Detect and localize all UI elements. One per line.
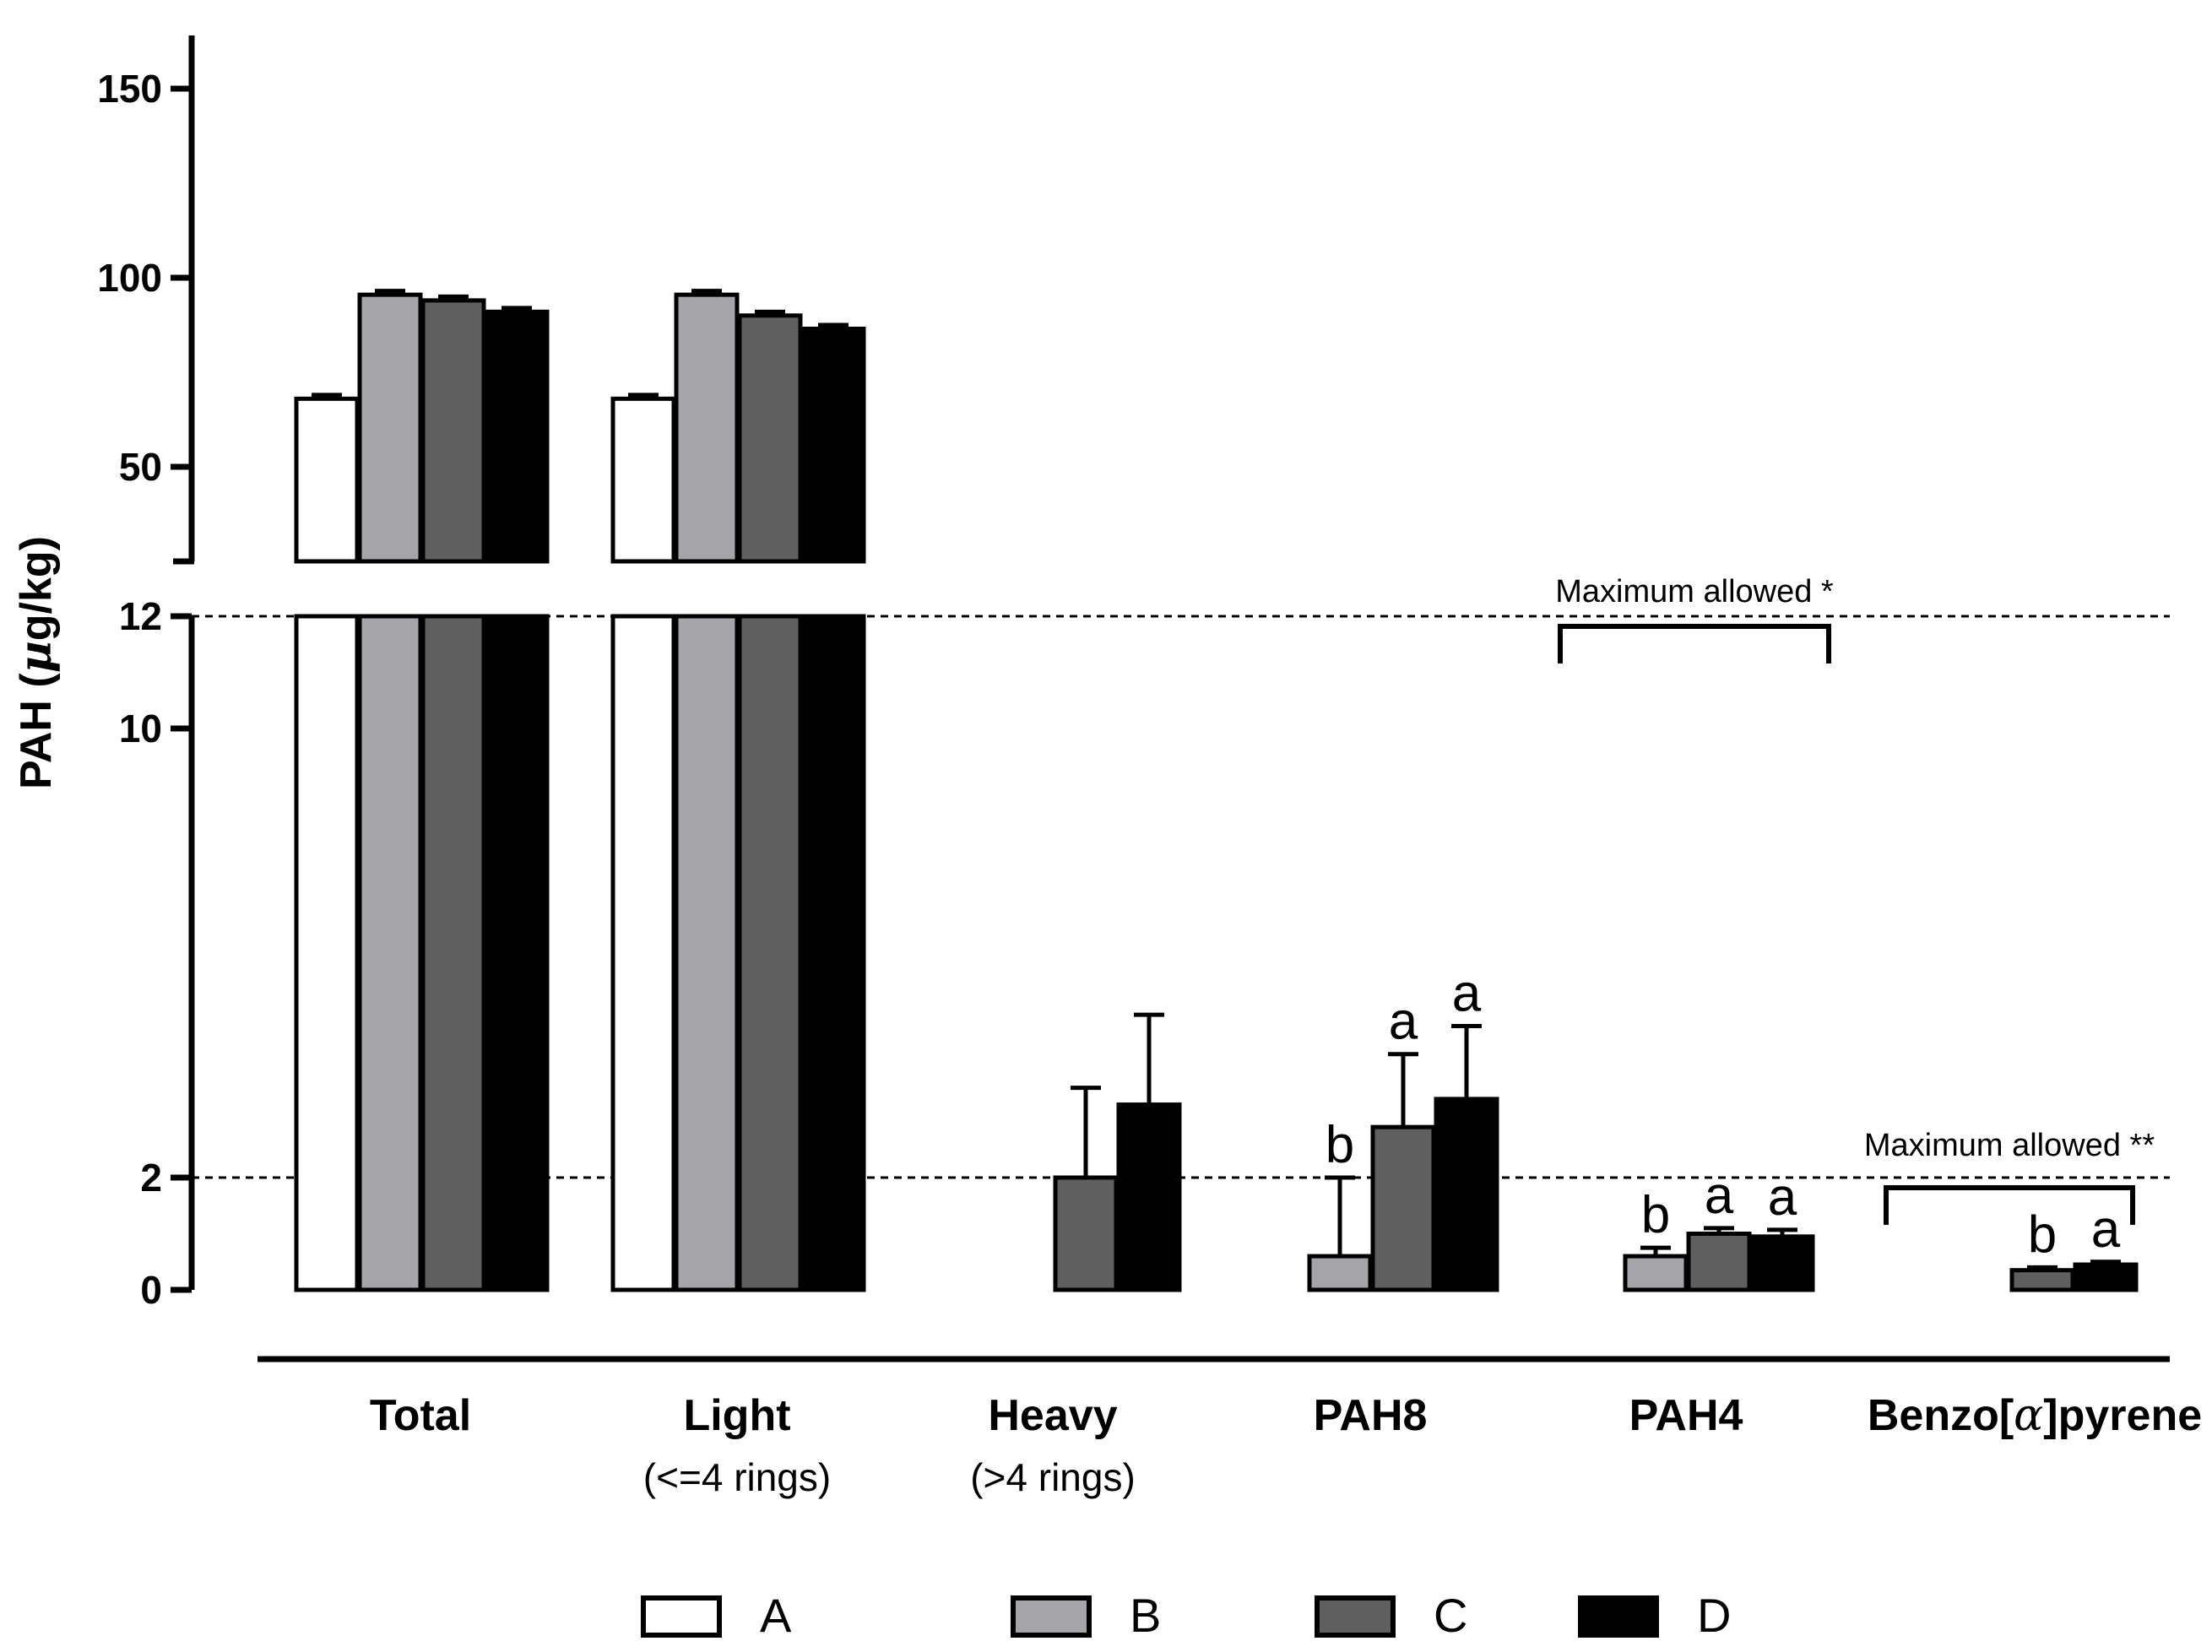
x-label-pah8: PAH8	[1314, 1391, 1428, 1440]
bar-pah4-b	[1623, 1254, 1689, 1292]
legend-label-d: D	[1697, 1589, 1731, 1642]
legend-label-b: B	[1130, 1589, 1161, 1642]
bar-total-d	[484, 309, 550, 564]
y-tick-label-2: 2	[140, 1156, 162, 1200]
significance-letter-pah4-c: a	[1705, 1167, 1734, 1225]
y-tick-label-10: 10	[119, 707, 162, 750]
bar-heavy-c	[1053, 1175, 1119, 1292]
bar-total-c	[420, 298, 486, 564]
reference-label-0: Maximum allowed *	[1555, 574, 1834, 609]
y-tick-label-100: 100	[97, 256, 162, 300]
x-label-part-after: ]pyrene	[2043, 1391, 2202, 1440]
bar-light-b-lower	[674, 614, 740, 1292]
bar-pah8-b	[1307, 1254, 1373, 1292]
bar-light-c	[737, 313, 803, 564]
bar-light-c-lower	[737, 614, 803, 1292]
bar-pah4-d	[1749, 1234, 1815, 1292]
bar-benzo-pyrene-c	[2009, 1268, 2075, 1292]
x-label-part-before: Benzo[	[1868, 1391, 2014, 1440]
x-label-heavy: Heavy	[988, 1391, 1117, 1440]
bar-light-d	[800, 326, 866, 564]
reference-label-1: Maximum allowed **	[1864, 1128, 2155, 1163]
y-tick-label-0: 0	[140, 1268, 162, 1312]
y-tick-label-150: 150	[97, 67, 162, 111]
significance-letter-pah8-c: a	[1389, 993, 1418, 1051]
significance-letter-pah8-b: b	[1326, 1116, 1354, 1174]
bar-heavy-d	[1116, 1102, 1182, 1292]
bar-light-b	[674, 292, 740, 564]
bar-benzo-pyrene-d	[2073, 1262, 2139, 1292]
legend-label-c: C	[1434, 1589, 1467, 1642]
y-tick-label-12: 12	[119, 594, 162, 638]
y-axis-label-before: PAH (	[12, 673, 61, 789]
bar-total-c-lower	[420, 614, 486, 1292]
x-sublabel-light: (<=4 rings)	[643, 1455, 831, 1499]
x-label-total: Total	[370, 1391, 471, 1440]
y-axis-label-mu: µ	[10, 641, 62, 673]
y-axis-label-after: g/kg)	[12, 536, 61, 641]
x-label-part-alpha: α	[2014, 1390, 2043, 1441]
significance-letter-benzo-pyrene-d: a	[2091, 1200, 2121, 1259]
bar-total-a-lower	[294, 614, 360, 1292]
significance-letter-pah4-b: b	[1641, 1186, 1670, 1244]
significance-letter-pah4-d: a	[1768, 1168, 1797, 1227]
bar-light-d-lower	[800, 614, 866, 1292]
reference-bracket-1	[1884, 1185, 2135, 1225]
x-sublabel-heavy: (>4 rings)	[970, 1455, 1136, 1499]
x-label-pah4: PAH4	[1629, 1391, 1743, 1440]
significance-letter-pah8-d: a	[1452, 964, 1482, 1022]
y-tick-label-50: 50	[119, 445, 162, 489]
bar-total-a	[294, 396, 360, 564]
bar-total-b	[357, 292, 423, 564]
legend-swatch-d	[1578, 1595, 1659, 1638]
significance-letter-benzo-pyrene-c: b	[2028, 1205, 2057, 1264]
bar-total-d-lower	[484, 614, 550, 1292]
x-label-benzo-pyrene: Benzo[α]pyrene	[1868, 1390, 2202, 1441]
x-label-light: Light	[683, 1391, 790, 1440]
bar-pah8-c	[1370, 1124, 1436, 1292]
legend-label-a: A	[760, 1589, 792, 1642]
bar-light-a	[610, 396, 676, 564]
bar-pah8-d	[1434, 1097, 1499, 1292]
reference-bracket-0	[1558, 624, 1831, 664]
y-axis-label: PAH (µg/kg)	[10, 536, 62, 789]
bar-pah4-c	[1686, 1232, 1752, 1292]
legend-swatch-b	[1011, 1595, 1092, 1638]
legend-swatch-a	[641, 1595, 722, 1638]
legend-swatch-c	[1315, 1595, 1396, 1638]
bar-light-a-lower	[610, 614, 676, 1292]
bar-total-b-lower	[357, 614, 423, 1292]
